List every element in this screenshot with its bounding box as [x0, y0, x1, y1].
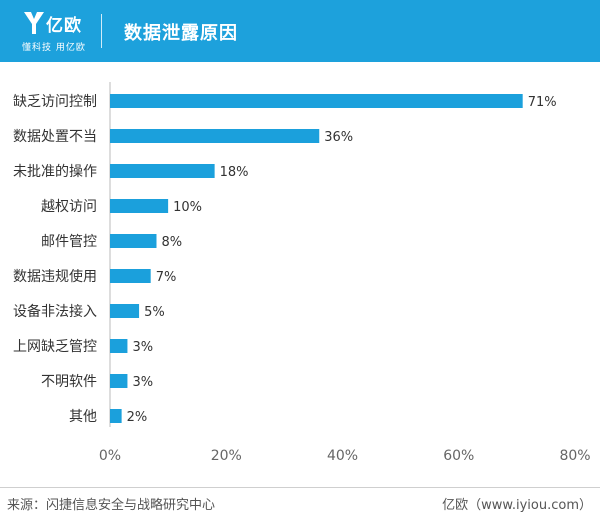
category-label: 上网缺乏管控: [13, 339, 97, 355]
x-tick-label: 20%: [211, 448, 242, 464]
value-label: 71%: [528, 95, 557, 110]
logo-slogan: 懂科技 用亿欧: [22, 43, 86, 53]
category-label: 不明软件: [41, 374, 97, 390]
value-label: 7%: [156, 270, 177, 285]
value-label: 5%: [144, 305, 165, 320]
bar-chart: 缺乏访问控制 71% 数据处置不当 36% 未批准的操作 18% 越权访问 10% 邮件管控 8%…: [13, 82, 591, 464]
logo-name: 亿欧: [46, 16, 82, 36]
bar: [110, 304, 140, 318]
header-banner: 亿欧 懂科技 用亿欧 数据泄露原因: [0, 0, 600, 62]
category-label: 未批准的操作: [13, 164, 97, 180]
category-label: 数据违规使用: [13, 268, 97, 285]
x-tick-label: 80%: [559, 448, 590, 464]
footer-divider: [0, 487, 600, 488]
bar: [110, 94, 523, 108]
header-divider: [101, 14, 102, 48]
x-tick-label: 60%: [443, 448, 474, 464]
bar: [110, 234, 157, 248]
footer-brand: 亿欧（www.iyiou.com）: [442, 498, 592, 513]
bar: [110, 164, 215, 178]
logo-icon: [24, 12, 44, 34]
value-label: 2%: [127, 410, 148, 425]
bar: [110, 409, 122, 423]
category-label: 其他: [69, 409, 97, 425]
value-label: 18%: [220, 165, 249, 180]
bar: [110, 199, 169, 213]
value-label: 3%: [132, 340, 153, 355]
page-title: 数据泄露原因: [124, 23, 238, 44]
category-label: 邮件管控: [41, 234, 97, 250]
category-label: 数据处置不当: [13, 129, 97, 145]
category-label: 缺乏访问控制: [13, 94, 97, 110]
value-label: 10%: [173, 200, 202, 215]
footer-source: 来源：闪捷信息安全与战略研究中心: [7, 498, 216, 513]
category-label: 越权访问: [41, 199, 97, 215]
x-tick-label: 0%: [99, 448, 121, 464]
bar: [110, 339, 128, 353]
bar: [110, 269, 151, 283]
x-tick-label: 40%: [327, 448, 358, 464]
category-label: 设备非法接入: [13, 303, 97, 320]
value-label: 3%: [132, 375, 153, 390]
value-label: 36%: [324, 130, 353, 145]
bar: [110, 374, 128, 388]
bar: [110, 129, 320, 143]
value-label: 8%: [162, 235, 183, 250]
